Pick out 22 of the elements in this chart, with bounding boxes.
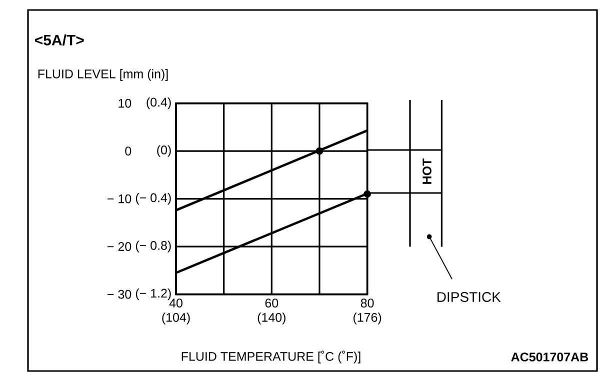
chart-title: <5A/T> — [34, 34, 84, 46]
text: DIPSTICK — [438, 292, 501, 302]
x2-tick-label: (104) — [162, 312, 190, 324]
text: HOT — [422, 158, 432, 184]
x-tick-label: 40 — [169, 298, 182, 308]
y2-tick-label: (− 0.8) — [136, 240, 171, 252]
text: AC501707AB — [511, 352, 588, 362]
x-axis-title: FLUID TEMPERATURE [˚C (˚F)] — [182, 350, 360, 364]
y2-tick-label: (− 0.4) — [136, 192, 171, 205]
y-tick-label: − 20 — [108, 242, 132, 251]
x2-tick-label: (140) — [258, 312, 286, 324]
x-tick-label: 80 — [360, 298, 374, 308]
x2-tick-label: (176) — [353, 312, 382, 324]
y-tick-label: 0 — [125, 146, 132, 156]
y-tick-label: − 30 — [108, 290, 132, 299]
y-tick-label: 10 — [118, 98, 132, 108]
y-axis-title: FLUID LEVEL [mm (in)] — [38, 69, 168, 81]
y2-tick-label: (− 1.2) — [136, 288, 171, 300]
y2-tick-label: (0) — [157, 145, 171, 157]
y-tick-label: − 10 — [108, 194, 132, 204]
x-tick-label: 60 — [265, 298, 278, 308]
y2-tick-label: (0.4) — [146, 97, 171, 110]
